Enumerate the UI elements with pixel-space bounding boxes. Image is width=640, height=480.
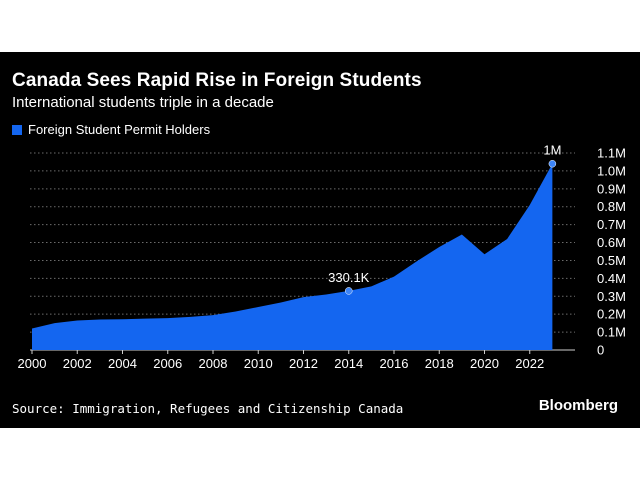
annotation-label: 330.1K [328, 270, 370, 285]
y-tick-label: 0.6M [597, 235, 626, 250]
source-note: Source: Immigration, Refugees and Citize… [12, 401, 404, 416]
annotation-label: 1M [543, 143, 561, 158]
y-tick-label: 0.4M [597, 271, 626, 286]
y-tick-label: 1.0M [597, 163, 626, 178]
chart-subtitle: International students triple in a decad… [12, 94, 274, 111]
annotation-point [345, 287, 353, 295]
x-tick-label: 2018 [425, 356, 454, 371]
x-tick-label: 2016 [380, 356, 409, 371]
brand-logo: Bloomberg [538, 397, 618, 414]
annotation-point [548, 159, 557, 168]
x-tick-label: 2002 [63, 356, 92, 371]
y-tick-label: 1.1M [597, 146, 626, 161]
legend-swatch [12, 124, 22, 135]
legend-label: Foreign Student Permit Holders [28, 122, 211, 137]
area-chart: 330.1K 1M 2000 2002 2004 2006 2008 2010 2012 201… [18, 143, 626, 371]
y-tick-label: 0.5M [597, 253, 626, 268]
x-tick-label: 2006 [153, 356, 182, 371]
x-tick-label: 2008 [199, 356, 228, 371]
y-tick-label: 0.7M [597, 217, 626, 232]
x-tick-label: 2012 [289, 356, 318, 371]
y-tick-label: 0.2M [597, 307, 626, 322]
y-tick-label: 0.3M [597, 289, 626, 304]
y-tick-label: 0.8M [597, 199, 626, 214]
y-tick-label: 0.1M [597, 325, 626, 340]
x-tick-label: 2004 [108, 356, 137, 371]
y-tick-label: 0.9M [597, 181, 626, 196]
x-tick-label: 2022 [515, 356, 544, 371]
x-tick-label: 2020 [470, 356, 499, 371]
area-series [32, 163, 553, 350]
x-tick-label: 2014 [334, 356, 363, 371]
legend: Foreign Student Permit Holders [12, 122, 210, 137]
chart-panel: Canada Sees Rapid Rise in Foreign Studen… [0, 52, 640, 428]
x-tick-label: 2000 [18, 356, 47, 371]
y-tick-label: 0 [597, 343, 604, 358]
x-tick-label: 2010 [244, 356, 273, 371]
chart-title: Canada Sees Rapid Rise in Foreign Studen… [12, 70, 422, 91]
